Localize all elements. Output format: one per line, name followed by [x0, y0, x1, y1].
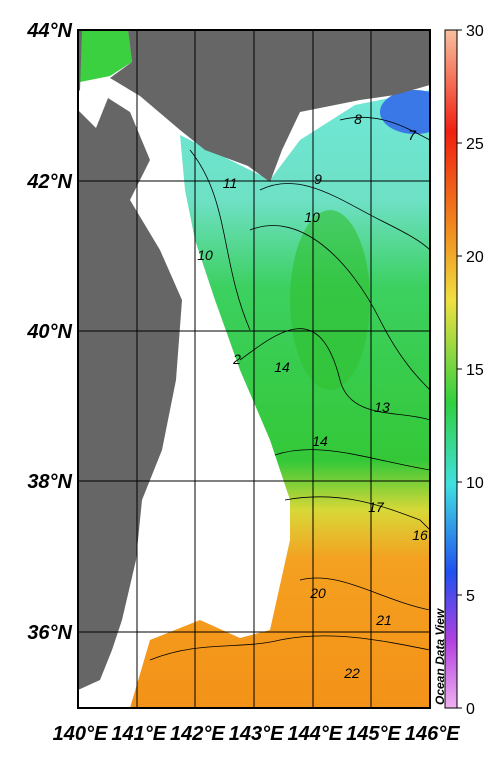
contour-label: 21	[375, 612, 392, 628]
contour-label: 17	[368, 499, 385, 515]
watermark: Ocean Data View	[433, 608, 447, 705]
colorbar-label: 25	[466, 136, 484, 153]
lon-label: 140°E	[53, 723, 108, 745]
colorbar-label: 5	[466, 588, 475, 605]
map-area	[78, 30, 430, 708]
contour-label: 14	[312, 433, 328, 449]
colorbar-label: 20	[466, 249, 484, 266]
lat-label: 36°N	[27, 622, 72, 644]
lon-label: 145°E	[346, 723, 401, 745]
map-frame	[77, 29, 431, 709]
colorbar	[444, 29, 458, 709]
colorbar-label: 0	[466, 701, 475, 718]
contour-label: 13	[374, 399, 390, 415]
contour-label: 10	[304, 209, 320, 225]
contour-label: 22	[343, 665, 360, 681]
lat-label: 42°N	[26, 171, 72, 193]
lon-label: 143°E	[229, 723, 284, 745]
lon-label: 144°E	[287, 723, 342, 745]
contour-label: 20	[309, 585, 326, 601]
lat-label: 40°N	[26, 321, 72, 343]
contour-label: 10	[197, 247, 213, 263]
contour-label: 14	[274, 359, 290, 375]
lat-label: 38°N	[27, 471, 72, 493]
colorbar-label: 15	[466, 362, 484, 379]
contour-label: 11	[223, 175, 238, 191]
contour-label: 16	[412, 527, 428, 543]
colorbar-label: 30	[466, 23, 484, 40]
contour-label: 9	[314, 171, 322, 187]
lon-label: 146°E	[405, 723, 460, 745]
contour-label: 8	[354, 111, 362, 127]
colorbar-label: 10	[466, 475, 484, 492]
contour-label: 7	[408, 127, 417, 143]
lon-label: 141°E	[111, 723, 166, 745]
contour-label: 2	[232, 351, 241, 367]
lat-label: 44°N	[26, 20, 72, 42]
lon-label: 142°E	[170, 723, 225, 745]
